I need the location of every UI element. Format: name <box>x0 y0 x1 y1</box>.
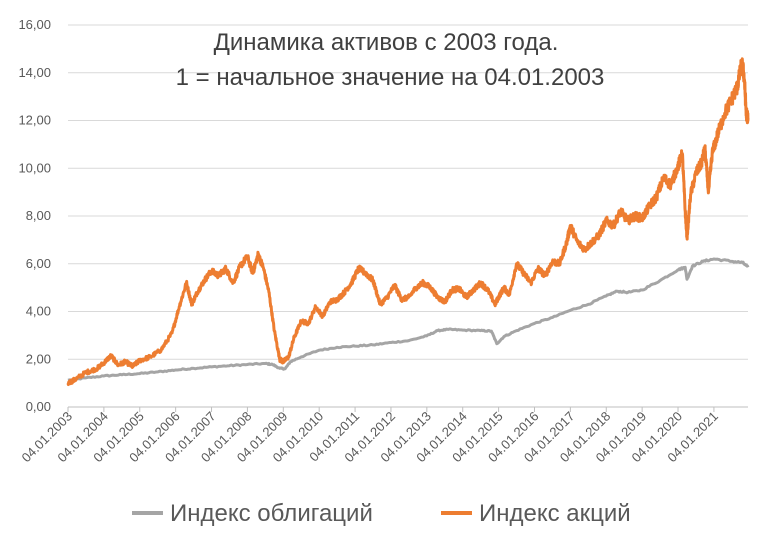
series-line-bonds <box>67 257 750 382</box>
chart-title-line-2: 1 = начальное значение на 04.01.2003 <box>176 64 605 91</box>
series-lines <box>66 57 750 387</box>
legend-label-stocks: Индекс акций <box>479 500 631 527</box>
y-tick-label: 2,00 <box>26 351 51 366</box>
legend-label-bonds: Индекс облигаций <box>170 500 373 527</box>
y-tick-label: 0,00 <box>26 399 51 414</box>
x-axis: 04.01.200304.01.200404.01.200504.01.2006… <box>18 406 748 465</box>
y-axis-ticks: 0,00 2,00 4,00 6,00 8,00 10,00 12,00 14,00 16,00 <box>18 17 51 414</box>
legend: Индекс облигаций Индекс акций <box>132 500 631 527</box>
y-tick-label: 4,00 <box>26 304 51 319</box>
y-tick-label: 10,00 <box>18 160 51 175</box>
series-line-stocks <box>66 57 750 387</box>
y-tick-label: 16,00 <box>18 17 51 32</box>
gridlines <box>68 24 748 360</box>
chart-title-line-1: Динамика активов с 2003 года. <box>214 29 559 56</box>
y-tick-label: 8,00 <box>26 208 51 223</box>
y-tick-label: 14,00 <box>18 65 51 80</box>
y-tick-label: 12,00 <box>18 113 51 128</box>
y-tick-label: 6,00 <box>26 256 51 271</box>
